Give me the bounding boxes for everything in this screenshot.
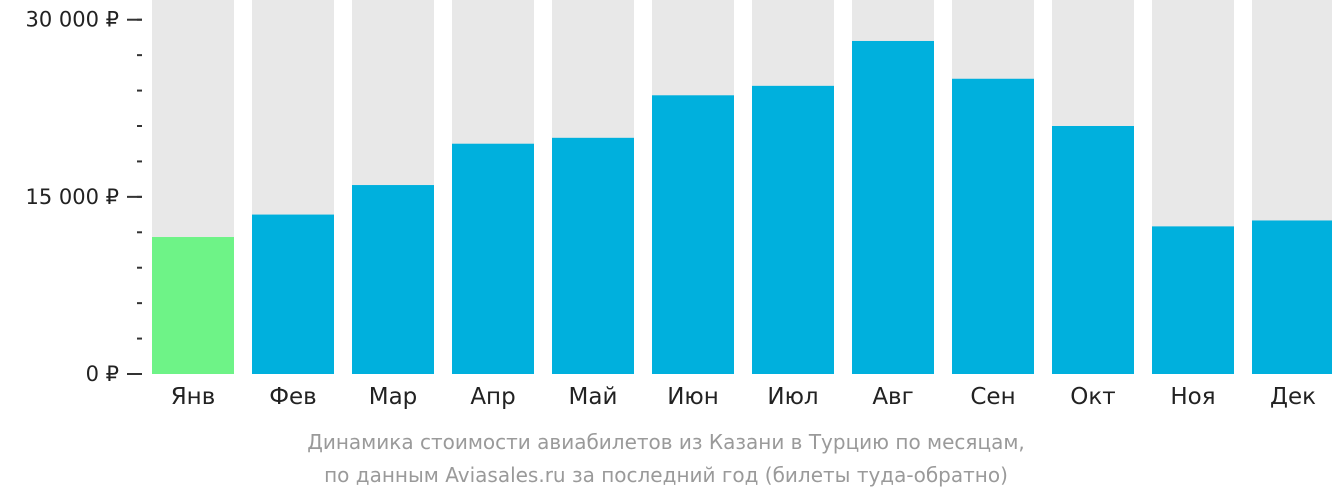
bar-Апр bbox=[452, 144, 534, 374]
bar-Июн bbox=[652, 95, 734, 374]
bar-Июл bbox=[752, 86, 834, 374]
bar-Дек bbox=[1252, 220, 1332, 374]
x-tick-label: Апр bbox=[470, 384, 515, 410]
y-tick-label: 15 000 ₽ bbox=[25, 185, 119, 209]
x-tick-label: Янв bbox=[171, 384, 216, 410]
x-tick-label: Окт bbox=[1070, 384, 1115, 410]
bar-chart: 0 ₽ 15 000 ₽ 30 000 ₽ Янв Фев Мар Апр Май Июн Ию… bbox=[0, 0, 1332, 420]
y-tick-label: 0 ₽ bbox=[86, 362, 119, 386]
x-tick-label: Фев bbox=[269, 384, 317, 410]
bar-Ноя bbox=[1152, 226, 1234, 374]
x-tick-label: Сен bbox=[970, 384, 1015, 410]
y-tick-label: 30 000 ₽ bbox=[25, 8, 119, 32]
bar-Янв bbox=[152, 237, 234, 374]
bar-Мар bbox=[352, 185, 434, 374]
bar-Фев bbox=[252, 215, 334, 374]
bar-Окт bbox=[1052, 126, 1134, 374]
bar-Сен bbox=[952, 79, 1034, 374]
x-tick-label: Июл bbox=[767, 384, 818, 410]
caption-line-2: по данным Aviasales.ru за последний год … bbox=[0, 459, 1332, 492]
x-tick-label: Май bbox=[569, 384, 618, 410]
x-tick-label: Ноя bbox=[1170, 384, 1215, 410]
x-tick-label: Мар bbox=[369, 384, 418, 410]
bar-Авг bbox=[852, 41, 934, 374]
caption-line-1: Динамика стоимости авиабилетов из Казани… bbox=[0, 426, 1332, 459]
x-tick-label: Дек bbox=[1270, 384, 1316, 410]
x-tick-label: Авг bbox=[872, 384, 913, 410]
y-axis: 0 ₽ 15 000 ₽ 30 000 ₽ bbox=[25, 8, 142, 386]
chart-caption: Динамика стоимости авиабилетов из Казани… bbox=[0, 426, 1332, 492]
bar-Май bbox=[552, 138, 634, 374]
x-tick-label: Июн bbox=[667, 384, 719, 410]
x-axis: Янв Фев Мар Апр Май Июн Июл Авг Сен Окт Ноя Дек bbox=[171, 384, 1316, 410]
